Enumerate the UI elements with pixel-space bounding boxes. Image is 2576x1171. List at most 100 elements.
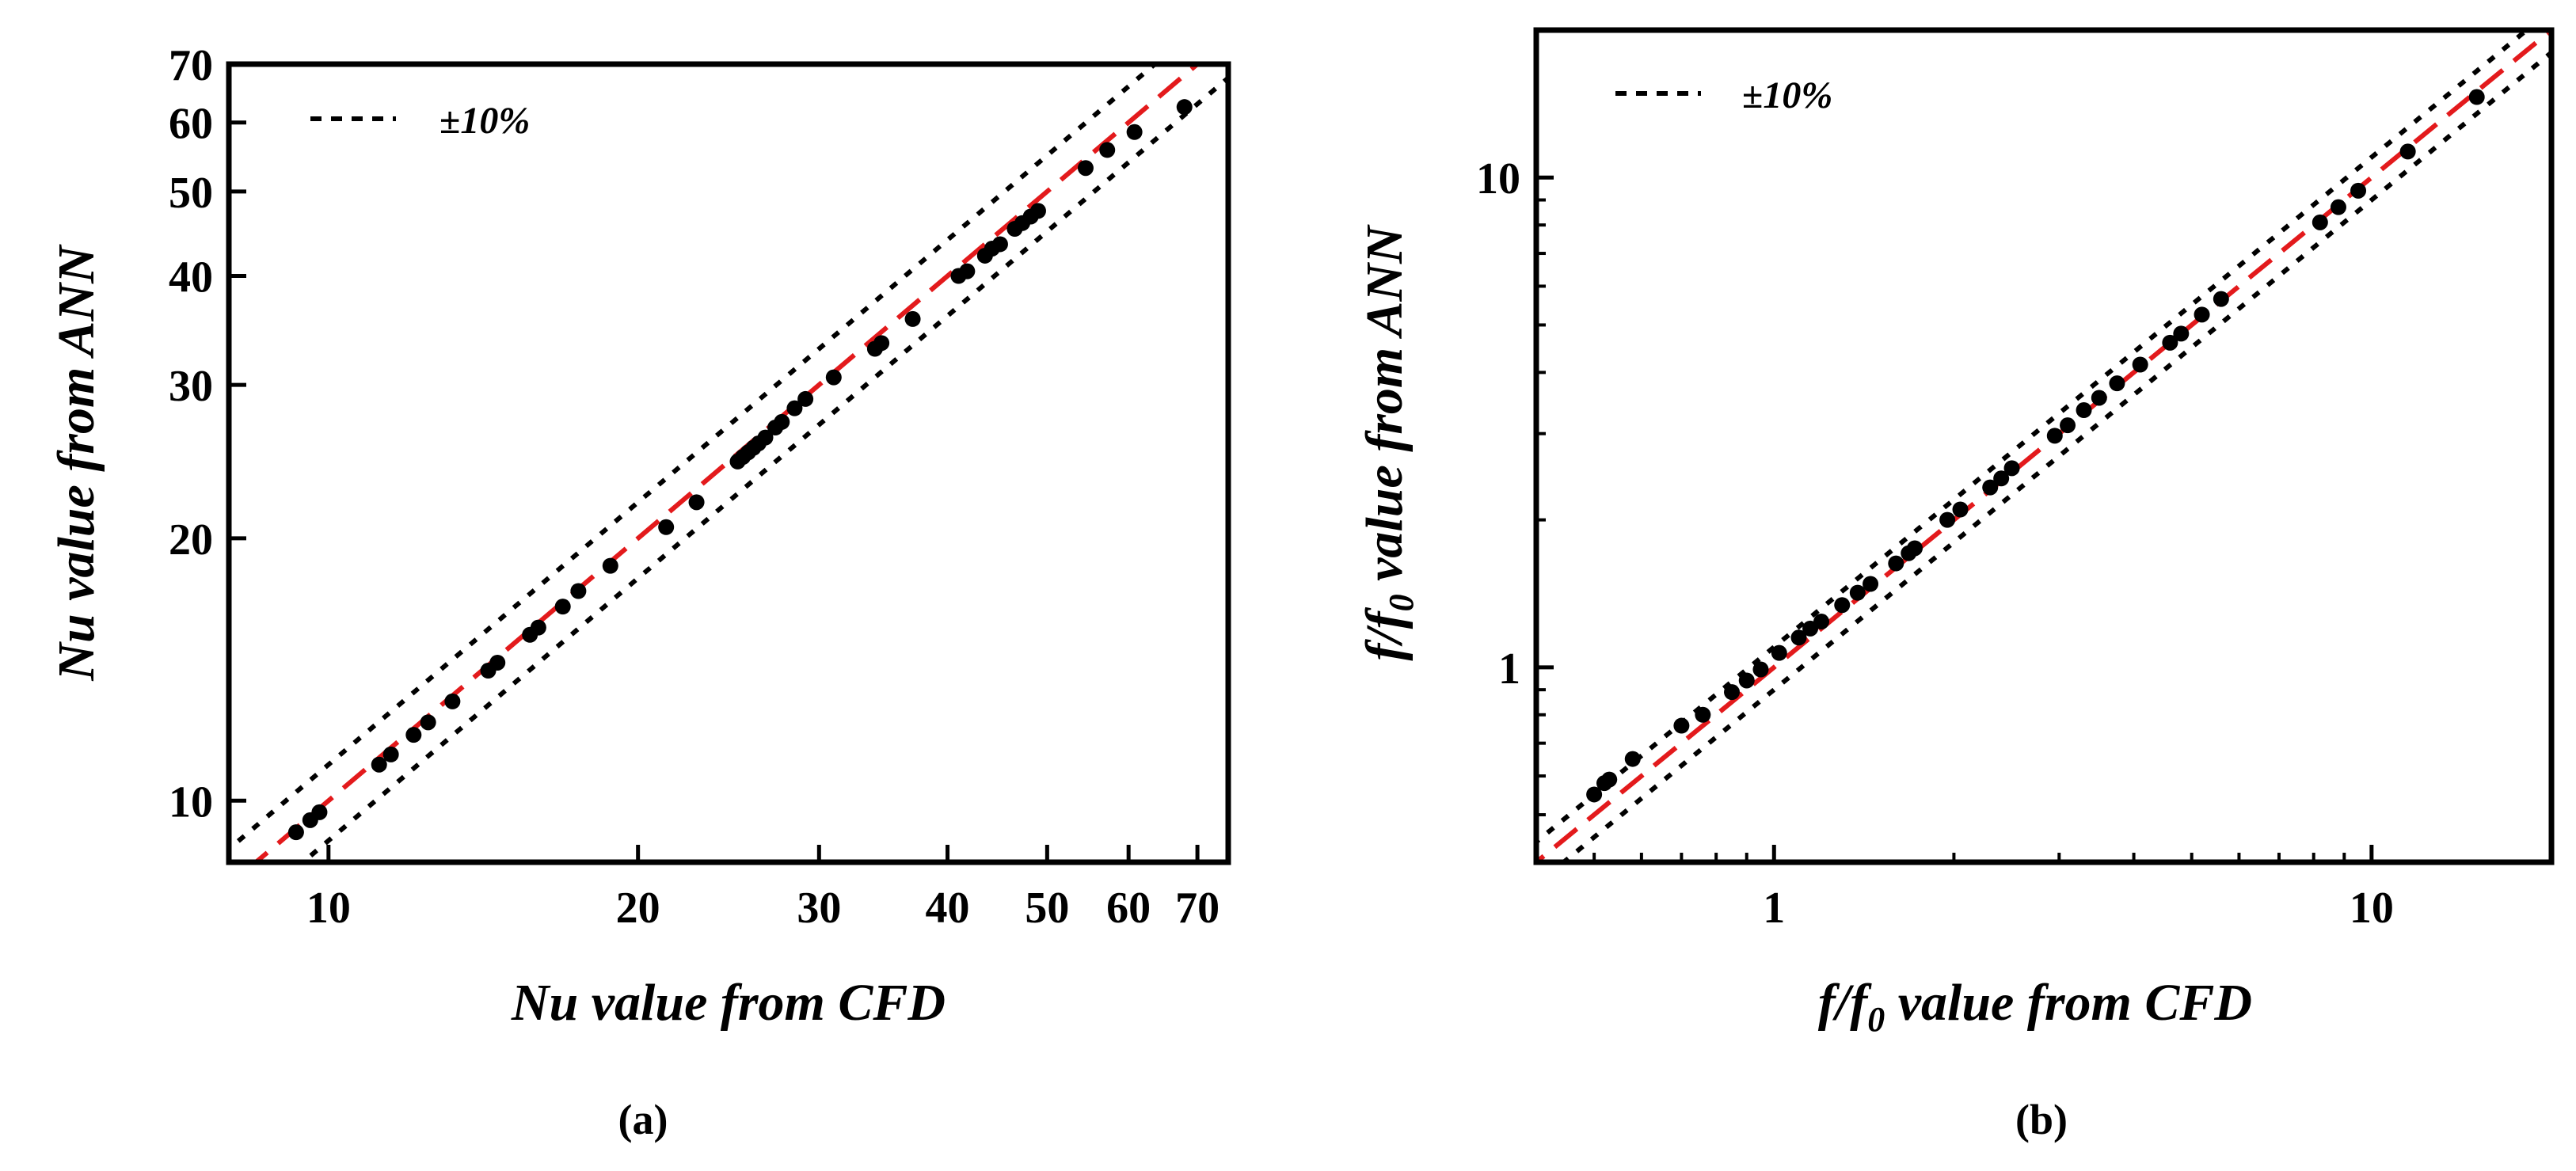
panel-a-data-point bbox=[287, 824, 304, 841]
panel-a-data-point bbox=[1029, 203, 1046, 219]
panel-a-x-tick-label: 50 bbox=[1025, 884, 1069, 933]
panel-a-y-tick-label: 60 bbox=[169, 100, 213, 149]
panel-a-data-point bbox=[757, 429, 774, 446]
panel-b-data-point bbox=[1752, 661, 1769, 678]
panel-b-data-point bbox=[1695, 706, 1711, 723]
panel-b-data-point bbox=[1771, 644, 1787, 661]
panel-b-data-point bbox=[2076, 402, 2092, 419]
panel-a-x-tick-label: 30 bbox=[797, 884, 841, 933]
panel-b-data-point bbox=[2060, 417, 2076, 434]
panel-b-data-point bbox=[2399, 143, 2416, 160]
panel-a-x-tick-label: 70 bbox=[1175, 884, 1220, 933]
panel-a-data-point bbox=[444, 693, 461, 709]
panel-b-upper-10pct-line bbox=[1536, 30, 2531, 846]
panel-b-data-point bbox=[2162, 334, 2178, 351]
panel-b-data-point bbox=[1673, 717, 1690, 734]
panel-b-y-tick-label: 1 bbox=[1498, 644, 1520, 694]
panel-b-y-ticks: 1 10 bbox=[1476, 154, 1554, 817]
panel-b-y-axis-label: f/f0 value from ANN bbox=[1356, 224, 1421, 661]
panel-a-data-point bbox=[774, 413, 790, 430]
panel-b-data-point bbox=[2091, 390, 2107, 406]
panel-a-y-tick-label: 30 bbox=[169, 362, 213, 411]
panel-b-x-axis-label: f/f0 value from CFD bbox=[1818, 974, 2252, 1039]
panel-a-data-point bbox=[530, 619, 546, 636]
panel-a-y-axis-label: Nu value from ANN bbox=[48, 244, 105, 682]
panel-b-data-point bbox=[1790, 629, 1807, 646]
panel-b-y-axis-label-text: f/f0 value from ANN bbox=[1356, 224, 1421, 661]
panel-b-data-point bbox=[1586, 786, 1603, 803]
panel-b-data-point bbox=[1939, 511, 1956, 528]
panel-b-data-point bbox=[1863, 576, 1879, 592]
panel-a-data-point bbox=[1176, 99, 1193, 116]
panel-b-y-tick-label: 10 bbox=[1476, 154, 1520, 203]
panel-a-data-point bbox=[1099, 142, 1116, 158]
panel-a-data-point bbox=[311, 804, 328, 820]
panel-b-data-point bbox=[2312, 214, 2328, 230]
panel-b-data-point bbox=[2350, 182, 2367, 199]
panel-a-data-point bbox=[405, 727, 422, 743]
panel-a-y-tick-label: 40 bbox=[169, 253, 213, 302]
panel-a-plot-area bbox=[229, 64, 1228, 862]
panel-a-data-point bbox=[1077, 160, 1094, 177]
panel-a-data-point bbox=[371, 756, 387, 773]
panel-a-data-point bbox=[825, 369, 842, 386]
panel-b-data-point bbox=[2173, 325, 2190, 342]
panel-b-data-point bbox=[2194, 306, 2210, 323]
panel-a-y-tick-label: 70 bbox=[169, 41, 213, 90]
panel-b-data-point bbox=[1624, 751, 1641, 767]
panel-b-data-point bbox=[1906, 540, 1923, 557]
panel-b-data-point bbox=[1813, 614, 1830, 630]
panel-b-x-ticks: 1 10 bbox=[1592, 845, 2394, 933]
panel-a-y-ticks: 10 20 30 40 50 60 70 bbox=[169, 41, 246, 827]
panel-b-x-tick-label: 10 bbox=[2350, 884, 2394, 933]
panel-a-data-point bbox=[959, 263, 976, 279]
panel-a-chart: 10 20 30 40 50 60 70 10 20 30 40 50 60 70 ±10% Nu va… bbox=[48, 41, 1231, 1143]
panel-a-x-tick-label: 10 bbox=[306, 884, 351, 933]
panel-a-x-axis-label: Nu value from CFD bbox=[511, 974, 946, 1032]
panel-b-data-point bbox=[2046, 428, 2063, 444]
panel-a-data-point bbox=[797, 390, 814, 407]
panel-b-data-point bbox=[1738, 672, 1755, 689]
panel-a-x-tick-label: 40 bbox=[926, 884, 970, 933]
panel-b-data-point bbox=[2330, 199, 2346, 215]
panel-a-data-point bbox=[382, 746, 399, 762]
panel-a-data-point bbox=[873, 335, 890, 352]
panel-a-data-point bbox=[489, 654, 506, 671]
panel-a-label: (a) bbox=[618, 1096, 668, 1143]
panel-a-data-point bbox=[786, 400, 803, 416]
panel-a-x-ticks: 10 20 30 40 50 60 70 bbox=[306, 845, 1220, 933]
panel-b-data-point bbox=[2213, 291, 2229, 307]
panel-a-x-tick-label: 20 bbox=[616, 884, 660, 933]
panel-a-data-point bbox=[688, 494, 705, 511]
panel-b-data-point bbox=[1849, 584, 1866, 601]
panel-a-data-point bbox=[904, 310, 921, 327]
panel-a-data-point bbox=[420, 714, 436, 731]
panel-a-x-tick-label: 60 bbox=[1106, 884, 1151, 933]
panel-a-y-tick-label: 20 bbox=[169, 515, 213, 565]
panel-b-frame bbox=[1533, 27, 2555, 865]
panel-b-plot-area bbox=[1536, 30, 2551, 862]
panel-b-data-point bbox=[1982, 479, 1999, 496]
panel-a-frame bbox=[226, 61, 1231, 865]
panel-b-legend-label: ±10% bbox=[1742, 74, 1832, 116]
panel-b-data-point bbox=[2468, 89, 2485, 105]
panel-b-lower-10pct-line bbox=[1559, 49, 2551, 862]
panel-b-data-point bbox=[2003, 460, 2020, 477]
panel-b-data-point bbox=[1724, 684, 1741, 701]
panel-a-data-point bbox=[991, 236, 1008, 253]
panel-b-x-tick-label: 1 bbox=[1763, 884, 1785, 933]
panel-b-x-axis-label-text: f/f0 value from CFD bbox=[1818, 974, 2252, 1039]
panel-b-data-point bbox=[1888, 555, 1904, 572]
panel-a-data-point bbox=[554, 599, 571, 615]
panel-b-ideal-line bbox=[1536, 30, 2551, 862]
panel-b-data-point bbox=[1834, 597, 1851, 614]
panel-b-data-point bbox=[1993, 470, 2010, 487]
panel-b-data-point bbox=[1952, 501, 1969, 518]
panel-b-data-point bbox=[2132, 356, 2148, 373]
panel-a-data-point bbox=[602, 557, 618, 574]
panel-b-label: (b) bbox=[2015, 1096, 2068, 1143]
panel-a-legend-label: ±10% bbox=[439, 100, 530, 142]
panel-b-data-point bbox=[1601, 771, 1618, 788]
panel-b-data-point bbox=[2109, 375, 2125, 392]
